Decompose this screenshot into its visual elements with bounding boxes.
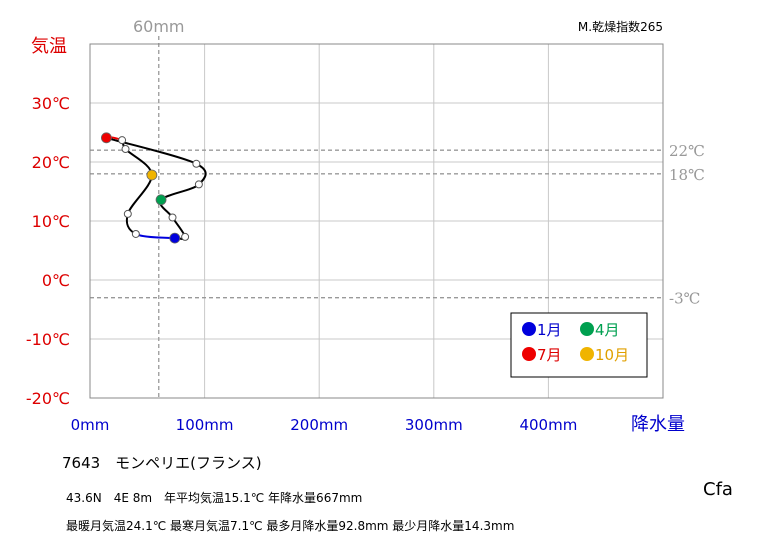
month-point bbox=[194, 180, 203, 189]
legend-label: 1月 bbox=[537, 321, 562, 339]
y-axis-title: 気温 bbox=[31, 36, 67, 57]
y-tick-label: 10℃ bbox=[32, 212, 70, 231]
reference-lines: 22℃ 18℃ -3℃ 60mm bbox=[90, 17, 705, 398]
x-tick-label: 400mm bbox=[519, 416, 577, 434]
koppen-class: Cfa bbox=[703, 479, 733, 500]
x-tick-label: 300mm bbox=[405, 416, 463, 434]
y-tick-label: 20℃ bbox=[32, 153, 70, 172]
station-info-2: 最暖月気温24.1℃ 最寒月気温7.1℃ 最多月降水量92.8mm 最少月降水量… bbox=[66, 519, 515, 533]
legend-marker bbox=[580, 347, 594, 361]
y-tick-label: -20℃ bbox=[26, 389, 70, 408]
station-name: 7643 モンペリエ(フランス) bbox=[62, 454, 262, 472]
month-point bbox=[131, 229, 140, 238]
month-point bbox=[181, 232, 190, 241]
legend-marker bbox=[580, 322, 594, 336]
legend: 1月 4月 7月 10月 bbox=[510, 312, 648, 378]
legend-label: 4月 bbox=[595, 321, 620, 339]
month-point bbox=[121, 145, 130, 154]
x-axis-title: 降水量 bbox=[631, 414, 685, 435]
series-line-segment bbox=[160, 183, 200, 201]
month-point bbox=[123, 209, 132, 218]
y-tick-label: 30℃ bbox=[32, 94, 70, 113]
month-point-highlight bbox=[169, 232, 181, 244]
legend-label: 7月 bbox=[537, 346, 562, 364]
reference-line-label: 22℃ bbox=[669, 142, 705, 160]
legend-label: 10月 bbox=[595, 346, 629, 364]
x-tick-label: 200mm bbox=[290, 416, 348, 434]
station-info-1: 43.6N 4E 8m 年平均気温15.1℃ 年降水量667mm bbox=[66, 491, 363, 505]
month-point-highlight bbox=[146, 169, 158, 181]
month-point-highlight bbox=[100, 132, 112, 144]
reference-line-label: 18℃ bbox=[669, 166, 705, 184]
series-line-segment bbox=[135, 233, 175, 240]
month-point bbox=[118, 136, 127, 145]
plot-frame bbox=[89, 43, 664, 399]
y-tick-label: -10℃ bbox=[26, 330, 70, 349]
series-line-segment bbox=[126, 174, 153, 215]
reference-line-label: -3℃ bbox=[669, 290, 700, 308]
legend-marker bbox=[522, 347, 536, 361]
x-tick-label: 100mm bbox=[176, 416, 234, 434]
legend-marker bbox=[522, 322, 536, 336]
month-point bbox=[168, 213, 177, 222]
legend-box bbox=[510, 312, 648, 378]
reference-line-label: 60mm bbox=[133, 17, 185, 36]
x-tick-label: 0mm bbox=[71, 416, 110, 434]
month-point-highlight bbox=[155, 194, 167, 206]
dryness-index: M.乾燥指数265 bbox=[578, 19, 663, 34]
y-tick-label: 0℃ bbox=[42, 271, 70, 290]
month-point bbox=[192, 159, 201, 168]
climate-series bbox=[100, 132, 207, 244]
